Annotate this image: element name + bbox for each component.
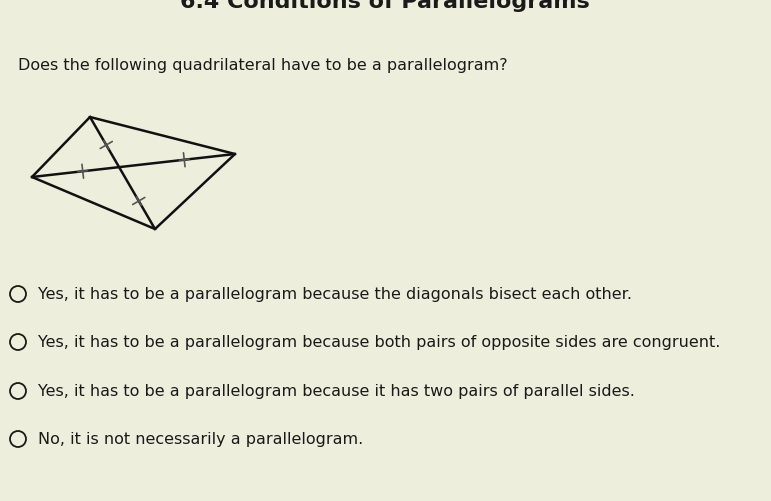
Text: Yes, it has to be a parallelogram because it has two pairs of parallel sides.: Yes, it has to be a parallelogram becaus… <box>38 384 635 399</box>
Text: 6.4 Conditions of Parallelograms: 6.4 Conditions of Parallelograms <box>180 0 590 12</box>
Text: Yes, it has to be a parallelogram because both pairs of opposite sides are congr: Yes, it has to be a parallelogram becaus… <box>38 335 720 350</box>
Text: Does the following quadrilateral have to be a parallelogram?: Does the following quadrilateral have to… <box>18 58 507 73</box>
Text: No, it is not necessarily a parallelogram.: No, it is not necessarily a parallelogra… <box>38 432 363 446</box>
Text: Yes, it has to be a parallelogram because the diagonals bisect each other.: Yes, it has to be a parallelogram becaus… <box>38 287 632 302</box>
